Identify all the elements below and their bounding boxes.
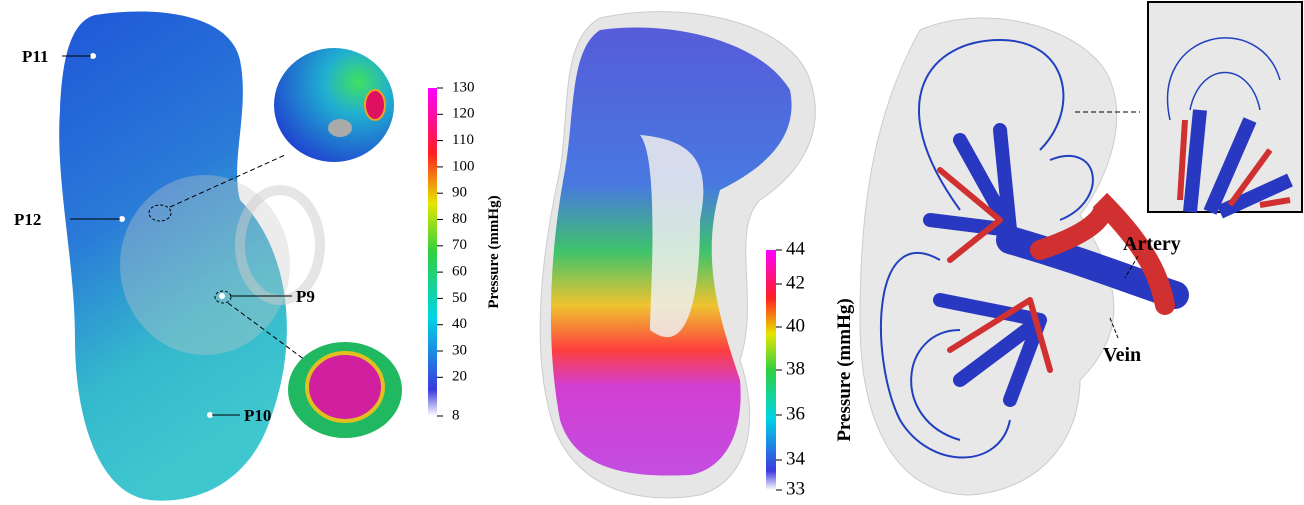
figure: P11 P12 P9 P10 130 120 110 100 90 80 70 60 50 40 3… xyxy=(0,0,1304,505)
point-label: P10 xyxy=(244,406,271,425)
vessel-label: Artery xyxy=(1123,233,1181,255)
colorbar-tick-label: 80 xyxy=(452,211,467,227)
colorbar-tick-label: 70 xyxy=(452,237,467,253)
point-label: P11 xyxy=(22,47,48,66)
inset-vessel xyxy=(307,353,383,421)
colorbar-tick-label: 38 xyxy=(786,358,805,379)
colorbar-tick-label: 90 xyxy=(452,185,467,201)
point-label: P9 xyxy=(296,287,315,306)
colorbar-tick-label: 120 xyxy=(452,106,475,122)
colorbar-tick-label: 20 xyxy=(452,369,467,385)
inset-vessel xyxy=(365,90,385,120)
colorbar xyxy=(766,250,776,490)
colorbar-tick-label: 8 xyxy=(452,407,460,423)
colorbar-tick-label: 30 xyxy=(452,342,467,358)
colorbar-tick-label: 60 xyxy=(452,264,467,280)
probe-point xyxy=(219,293,225,299)
point-label: P12 xyxy=(14,210,41,229)
colorbar-tick-label: 110 xyxy=(452,132,474,148)
colorbar-tick-label: 50 xyxy=(452,290,467,306)
colorbar-tick-label: 34 xyxy=(786,448,806,469)
colorbar xyxy=(428,88,437,416)
colorbar-tick-label: 33 xyxy=(786,478,805,499)
colorbar-tick-label: 130 xyxy=(452,79,475,95)
vessel-label: Vein xyxy=(1103,344,1141,366)
vessel-tree xyxy=(120,175,290,355)
colorbar-tick-label: 44 xyxy=(786,238,806,259)
colorbar-tick-label: 40 xyxy=(452,316,467,332)
colorbar-tick-label: 100 xyxy=(452,158,475,174)
colorbar-tick-label: 42 xyxy=(786,272,805,293)
colorbar-tick-label: 36 xyxy=(786,403,805,424)
colorbar-title: Pressure (mmHg) xyxy=(834,298,855,441)
colorbar-title: Pressure (mmHg) xyxy=(486,195,502,308)
inset-vessel xyxy=(328,119,352,137)
colorbar-tick-label: 40 xyxy=(786,315,805,336)
